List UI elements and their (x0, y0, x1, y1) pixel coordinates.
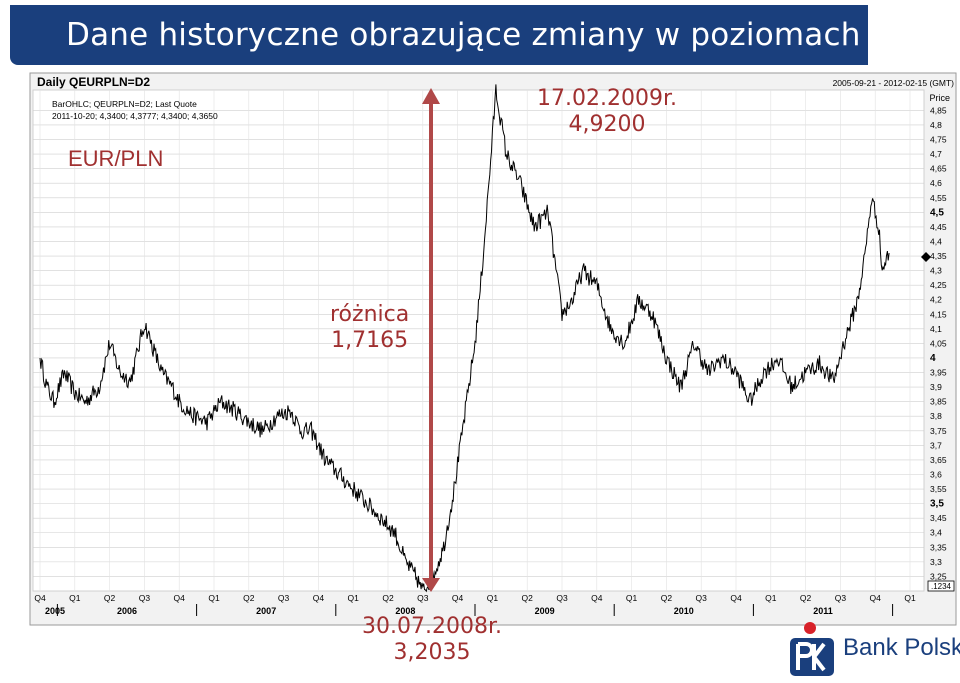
x-tick-label: Q4 (730, 593, 742, 603)
x-tick-label: Q4 (313, 593, 325, 603)
y-tick-label: 3,75 (930, 426, 947, 436)
y-tick-label: 4,85 (930, 105, 947, 115)
y-tick-label: 4,55 (930, 193, 947, 203)
x-tick-label: Q3 (556, 593, 568, 603)
x-tick-label: Q1 (208, 593, 220, 603)
y-tick-label: 3,55 (930, 484, 947, 494)
y-tick-label: 4 (930, 353, 936, 364)
x-tick-label: Q4 (174, 593, 186, 603)
x-tick-label: Q4 (870, 593, 882, 603)
y-tick-label: 4,05 (930, 338, 947, 348)
x-tick-label: Q4 (452, 593, 464, 603)
pair-label: EUR/PLN (68, 146, 163, 171)
x-tick-label: Q1 (487, 593, 499, 603)
y-tick-label: 3,4 (930, 528, 942, 538)
arrow-head-down-icon (422, 578, 440, 592)
difference-annotation: różnica 1,7165 (330, 302, 409, 354)
year-label: 2009 (535, 606, 555, 616)
x-tick-label: Q4 (591, 593, 603, 603)
y-tick-label: 3,7 (930, 440, 942, 450)
y-tick-label: 3,5 (930, 499, 944, 510)
chart-date-range: 2005-09-21 - 2012-02-15 (GMT) (833, 78, 955, 88)
y-tick-label: 3,45 (930, 513, 947, 523)
price-axis-label: Price (929, 93, 950, 103)
grid-lines (33, 90, 924, 591)
x-tick-label: Q2 (243, 593, 255, 603)
year-label: 2006 (117, 606, 137, 616)
peak-date: 17.02.2009r. (537, 86, 677, 111)
x-tick-label: Q1 (765, 593, 777, 603)
chart-title: Daily QEURPLN=D2 (37, 75, 150, 89)
difference-label: różnica (330, 302, 410, 327)
title-banner: Dane historyczne obrazujące zmiany w poz… (10, 5, 960, 65)
year-label: 2005 (45, 606, 65, 616)
x-tick-label: Q1 (348, 593, 360, 603)
pko-logo-icon (790, 622, 834, 676)
y-tick-label: 4,45 (930, 222, 947, 232)
y-axis-ticks: 4,85 4,8 4,75 4,7 4,65 4,6 4,55 4,5 4,45 4,4 4,35 4… (930, 105, 947, 581)
x-tick-label: Q4 (34, 593, 46, 603)
price-chart: 4,85 4,8 4,75 4,7 4,65 4,6 4,55 4,5 4,45 4,4 4,35 4… (0, 70, 960, 630)
x-tick-label: Q3 (696, 593, 708, 603)
y-tick-label: 3,95 (930, 368, 947, 378)
y-tick-label: 3,8 (930, 411, 942, 421)
trough-annotation: 30.07.2008r. 3,2035 (362, 614, 502, 666)
x-tick-label: Q3 (417, 593, 429, 603)
y-tick-label: 3,85 (930, 397, 947, 407)
plot-area (32, 89, 925, 592)
x-tick-label: Q1 (626, 593, 638, 603)
y-tick-label: 4,25 (930, 280, 947, 290)
y-tick-label: 4,7 (930, 149, 942, 159)
y-tick-label: 4,8 (930, 120, 942, 130)
x-tick-label: Q2 (104, 593, 116, 603)
y-tick-label: 3,65 (930, 455, 947, 465)
y-tick-label: 4,6 (930, 178, 942, 188)
banner-title: Dane historyczne obrazujące zmiany w poz… (66, 17, 960, 53)
chart-info-line2: 2011-10-20; 4,3400; 4,3777; 4,3400; 4,36… (52, 111, 218, 121)
y-tick-label: 4,3 (930, 266, 942, 276)
last-marker-text: .1234 (931, 582, 952, 591)
arrow-head-up-icon (422, 88, 440, 104)
year-label: 2011 (813, 606, 833, 616)
x-tick-label: Q1 (904, 593, 916, 603)
chart-svg: 4,85 4,8 4,75 4,7 4,65 4,6 4,55 4,5 4,45 4,4 4,35 4… (29, 72, 957, 626)
x-tick-label: Q1 (69, 593, 81, 603)
last-marker-box (927, 580, 955, 592)
y-tick-label: 4,75 (930, 135, 947, 145)
difference-value: 1,7165 (331, 328, 409, 353)
y-tick-label: 4,5 (930, 207, 944, 218)
trough-date: 30.07.2008r. (362, 614, 502, 639)
y-tick-label: 4,15 (930, 309, 947, 319)
year-label: 2008 (395, 606, 415, 616)
x-tick-label: Q2 (800, 593, 812, 603)
x-tick-label: Q3 (278, 593, 290, 603)
x-axis-years: 2005 2006 2007 2008 2009 2010 2011 (45, 604, 894, 616)
bank-logo: Bank Polski (784, 620, 960, 678)
chart-info-line1: BarOHLC; QEURPLN=D2; Last Quote (52, 99, 197, 109)
y-tick-label: 3,35 (930, 542, 947, 552)
x-tick-label: Q3 (139, 593, 151, 603)
x-tick-label: Q2 (661, 593, 673, 603)
y-tick-label: 3,9 (930, 382, 942, 392)
y-tick-label: 4,4 (930, 236, 942, 246)
x-tick-label: Q2 (382, 593, 394, 603)
logo-text: Bank Polski (843, 634, 960, 661)
series-line (39, 84, 890, 593)
x-tick-label: Q3 (835, 593, 847, 603)
last-price-marker-icon (921, 252, 931, 262)
peak-annotation: 17.02.2009r. 4,9200 (537, 86, 677, 138)
y-tick-label: 3,6 (930, 469, 942, 479)
peak-value: 4,9200 (568, 112, 646, 137)
y-tick-label: 3,25 (930, 571, 947, 581)
y-tick-label: 4,1 (930, 324, 942, 334)
y-tick-label: 4,65 (930, 164, 947, 174)
year-label: 2010 (674, 606, 694, 616)
y-tick-label: 4,2 (930, 295, 942, 305)
y-tick-label: 3,3 (930, 557, 942, 567)
y-tick-label: 4,35 (930, 251, 947, 261)
year-label: 2007 (256, 606, 276, 616)
trough-value: 3,2035 (393, 640, 471, 665)
x-tick-label: Q2 (522, 593, 534, 603)
x-axis-quarters: Q4 Q1 Q2 Q3 Q4 Q1 Q2 Q3 Q4 Q1 Q2 Q3 Q4 Q1 Q2 Q3 Q4 Q1 Q2 Q3… (34, 593, 916, 603)
